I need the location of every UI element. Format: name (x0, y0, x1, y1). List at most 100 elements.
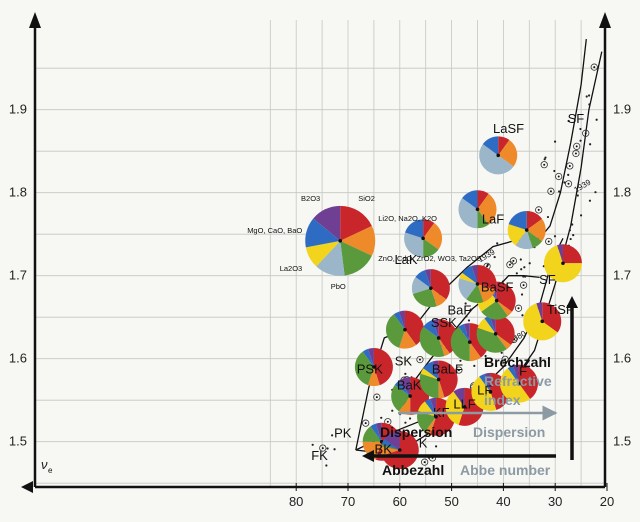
glass-pie-slice (484, 315, 496, 334)
glass-pie-slice (471, 265, 478, 284)
glass-pie-slice (466, 284, 484, 304)
glass-pie-center (429, 286, 433, 290)
glass-point (572, 233, 575, 237)
glass-pie-center (475, 282, 480, 286)
glass-point (553, 140, 557, 143)
composition-legend: SiO2 B2O3 MgO, CaO, BaO La2O3 PbO ZnO, CdO, Z… (247, 194, 481, 291)
glass-pie-slice (469, 342, 481, 362)
glass-pie-center (496, 153, 501, 158)
glass-pie-slice (477, 209, 489, 229)
glass-pie-slice (459, 272, 478, 284)
glass-pie-slice (423, 222, 443, 250)
glass-pie-center (540, 319, 545, 324)
glass-marker-ring (373, 393, 381, 401)
glass-marker-dot (386, 420, 389, 423)
region-label: K (419, 436, 428, 451)
glass-pie-slice (458, 324, 470, 343)
glass-pie-slice (507, 365, 519, 384)
caption-block: Brechzahl Refractive index Dispersion Di… (362, 296, 578, 478)
glass-pie-slice (562, 244, 582, 264)
glass-pie-slice (404, 232, 424, 258)
glass-pie-slice (479, 144, 514, 175)
glass-pie-center (436, 336, 441, 340)
glass-pie-slice (430, 269, 450, 300)
x-axis-subscript: e (48, 466, 53, 475)
glass-marker-ring (319, 444, 327, 452)
legend-pie-center (338, 239, 343, 243)
glass-point (520, 293, 524, 296)
glass-pie-slice (482, 136, 499, 156)
y-tick-label-right: 1.9 (613, 102, 631, 117)
glass-point (380, 416, 383, 419)
region-label: SF (568, 111, 585, 126)
glass-marker-dot (504, 358, 507, 361)
glass-pie-slice (518, 364, 538, 399)
glass-pie-slice (419, 326, 445, 357)
x-axis-arrow (21, 481, 33, 493)
glass-point (520, 268, 523, 271)
glass-point (553, 235, 557, 238)
y-tick-label-left: 1.6 (9, 351, 27, 366)
glass-point (434, 445, 438, 448)
glass-marker-dot (543, 163, 546, 166)
caption-refractive: Refractive (484, 373, 552, 389)
glass-pie-center (436, 377, 441, 382)
glass-marker-dot (375, 396, 378, 399)
glass-pie-slice (381, 444, 400, 450)
glass-pie-slice (412, 288, 437, 308)
glass-pie-slice (463, 323, 470, 343)
glass-point (464, 302, 467, 305)
glass-pie-slice (399, 310, 405, 330)
glass-pie-center (403, 327, 407, 332)
glass-marker-ring (564, 180, 573, 188)
legend-label: PbO (331, 282, 346, 291)
glass-point (515, 272, 518, 275)
glass-marker-ring (566, 162, 574, 170)
glass-point (589, 143, 592, 146)
glass-pie-slice (462, 190, 478, 210)
glass-pie-slice (542, 302, 562, 333)
glass-point (469, 308, 472, 311)
glass-marker-ring (362, 419, 370, 427)
glass-pie-slice (385, 314, 405, 348)
region-label: SK (395, 353, 413, 368)
x-axis-symbol: ν (41, 457, 48, 472)
glass-pie-slice (477, 193, 497, 225)
glass-marker-ring (455, 366, 463, 374)
glass-point (500, 351, 503, 354)
glass-pie-slice (362, 348, 374, 367)
glass-point (522, 275, 525, 278)
glass-pie-slice (438, 379, 445, 399)
x-tick-label: 40 (496, 494, 510, 509)
x-tick-label: 50 (444, 494, 458, 509)
glass-pie-slice (424, 416, 437, 435)
glass-point (391, 409, 394, 412)
legend-pie-slice (340, 225, 376, 256)
glass-pie-slice (458, 198, 478, 229)
caption-dispersion-de: Dispersion (380, 424, 452, 440)
glass-pie-slice (425, 269, 431, 289)
glass-pie-slice (398, 377, 411, 397)
glass-pie-slice (498, 136, 510, 156)
glass-marker-ring (573, 142, 581, 150)
glass-point (326, 447, 329, 450)
glass-marker-ring (535, 206, 543, 214)
glass-pie-slice (515, 230, 533, 250)
glass-pie-center (493, 332, 498, 336)
glass-pie-center (421, 236, 425, 241)
caption-abbezahl: Abbezahl (382, 462, 444, 478)
glass-point (595, 118, 598, 121)
glass-pie-slice (526, 218, 546, 242)
glass-pie-center (517, 381, 521, 386)
glass-marker-dot (512, 259, 515, 262)
glass-marker-dot (321, 447, 324, 450)
glass-point (501, 280, 505, 283)
glass-pie-center (561, 261, 565, 266)
glass-point (579, 214, 583, 217)
region-label: TiSF (547, 302, 574, 317)
glass-marker-ring (514, 304, 523, 312)
glass-point (496, 242, 499, 245)
glass-point (524, 275, 527, 278)
glass-marker-dot (537, 208, 540, 211)
glass-marker-dot (549, 190, 552, 193)
